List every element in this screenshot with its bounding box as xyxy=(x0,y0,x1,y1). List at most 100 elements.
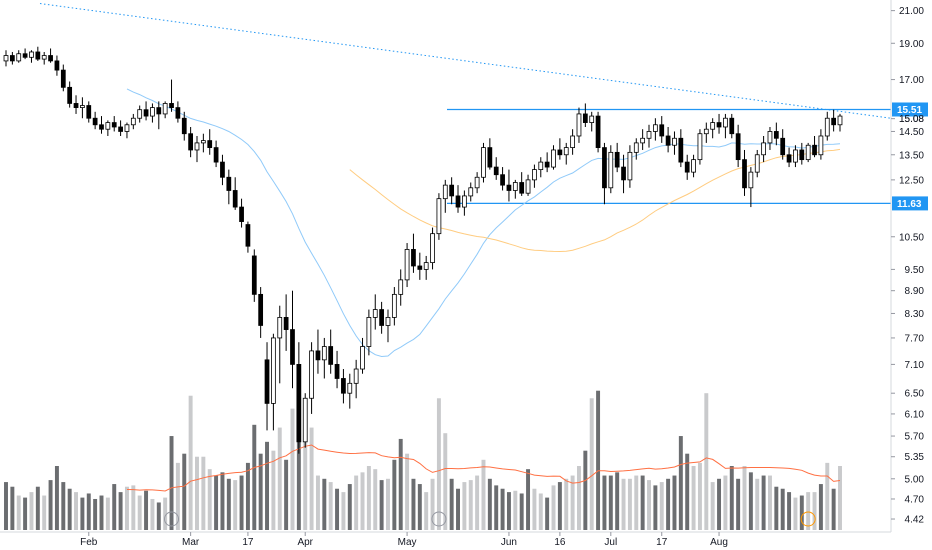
candle-body xyxy=(86,105,92,119)
volume-bar xyxy=(220,472,225,530)
price-tick-label: 13.50 xyxy=(899,150,924,161)
candle-body xyxy=(481,147,486,178)
volume-bar xyxy=(86,493,91,530)
candle-body xyxy=(672,137,677,146)
volume-bar xyxy=(787,492,792,530)
descending-trendline xyxy=(39,3,892,119)
volume-bar xyxy=(335,488,340,530)
volume-bar xyxy=(392,459,397,530)
price-tick-label: 5.35 xyxy=(905,452,925,463)
volume-bar xyxy=(570,475,575,530)
volume-bar xyxy=(723,475,728,530)
candle-body xyxy=(3,55,9,62)
candle-body xyxy=(290,329,295,365)
volume-bar xyxy=(449,478,454,530)
volume-bar xyxy=(608,475,613,530)
candle-body xyxy=(360,346,365,370)
candle-body xyxy=(181,117,187,135)
volume-bar xyxy=(818,484,823,530)
time-axis[interactable]: Feb Mar 17 Apr May Jun 16 Jul 17 Aug xyxy=(80,532,728,548)
volume-bar xyxy=(290,408,295,530)
volume-bar xyxy=(284,459,289,530)
candle-body xyxy=(35,51,41,60)
earnings-markers xyxy=(164,511,816,527)
candle-body xyxy=(716,122,722,128)
volume-bar xyxy=(405,453,410,530)
candle-body xyxy=(296,364,302,443)
candle-body xyxy=(786,154,792,163)
volume-bar xyxy=(124,486,129,530)
volume-bar xyxy=(780,488,785,530)
volume-bar xyxy=(93,498,98,530)
volume-bar xyxy=(685,453,690,530)
volume-bar xyxy=(67,488,72,530)
volume-bar xyxy=(277,427,282,530)
price-tick-label: 8.90 xyxy=(905,286,925,297)
volume-bar xyxy=(239,475,244,530)
candle-body xyxy=(385,317,391,326)
volume-bar xyxy=(233,480,238,530)
volume-bar xyxy=(182,453,187,530)
price-tick-label: 17.00 xyxy=(899,75,924,86)
volume-bar xyxy=(61,482,66,530)
volume-bar xyxy=(825,462,830,530)
volume-bar xyxy=(10,486,15,530)
volume-bar xyxy=(672,475,677,530)
price-tick-label: 15.08 xyxy=(899,114,924,125)
candle-body xyxy=(551,149,556,168)
volume-bar xyxy=(557,482,562,530)
volume-bar xyxy=(156,502,161,530)
candle-body xyxy=(761,142,766,156)
candle-body xyxy=(557,149,563,156)
candle-body xyxy=(398,279,404,295)
time-tick-label: Jul xyxy=(604,537,617,548)
candle-body xyxy=(455,195,461,208)
moving-average-short xyxy=(126,88,841,358)
candle-body xyxy=(283,317,289,330)
volume-bar xyxy=(729,466,734,530)
candle-body xyxy=(742,159,747,189)
candle-body xyxy=(691,159,696,173)
candle-body xyxy=(824,117,830,137)
candle-body xyxy=(271,337,276,404)
volume-bar xyxy=(271,450,276,530)
candle-body xyxy=(404,249,410,281)
price-tick-label: 19.00 xyxy=(899,39,924,50)
volume-bar xyxy=(532,488,537,530)
candle-body xyxy=(532,169,537,181)
candle-body xyxy=(589,115,595,123)
price-axis[interactable]: 21.00 19.00 17.00 15.08 14.50 13.50 12.50 10.50… xyxy=(891,6,928,526)
candle-body xyxy=(614,151,620,168)
last-price-label: 15.08 xyxy=(899,114,924,125)
volume-bar xyxy=(748,472,753,530)
candle-body xyxy=(334,364,340,379)
candle-body xyxy=(449,184,455,197)
volume-bar xyxy=(742,466,747,530)
volume-bar xyxy=(118,492,123,530)
volume-bar xyxy=(481,459,486,530)
volume-bar xyxy=(640,475,645,530)
candle-body xyxy=(111,122,117,128)
candle-body xyxy=(812,144,817,156)
candle-body xyxy=(423,262,429,270)
volume-bar xyxy=(462,482,467,530)
candle-body xyxy=(137,109,143,119)
volume-bar xyxy=(468,480,473,530)
volume-bar xyxy=(150,498,155,530)
candle-body xyxy=(239,206,244,222)
time-tick-label: Feb xyxy=(80,537,98,548)
candle-body xyxy=(544,161,550,168)
candle-body xyxy=(80,105,85,109)
candle-body xyxy=(430,233,435,264)
volume-bar xyxy=(163,497,168,530)
volume-bar xyxy=(583,450,588,530)
candle-body xyxy=(697,133,703,161)
candle-body xyxy=(258,293,264,326)
volume-bar xyxy=(697,462,702,530)
candle-body xyxy=(703,128,709,135)
candle-body xyxy=(519,182,525,194)
volume-bar xyxy=(799,495,804,530)
volume-bar xyxy=(315,475,320,530)
volume-average-line xyxy=(126,444,841,492)
